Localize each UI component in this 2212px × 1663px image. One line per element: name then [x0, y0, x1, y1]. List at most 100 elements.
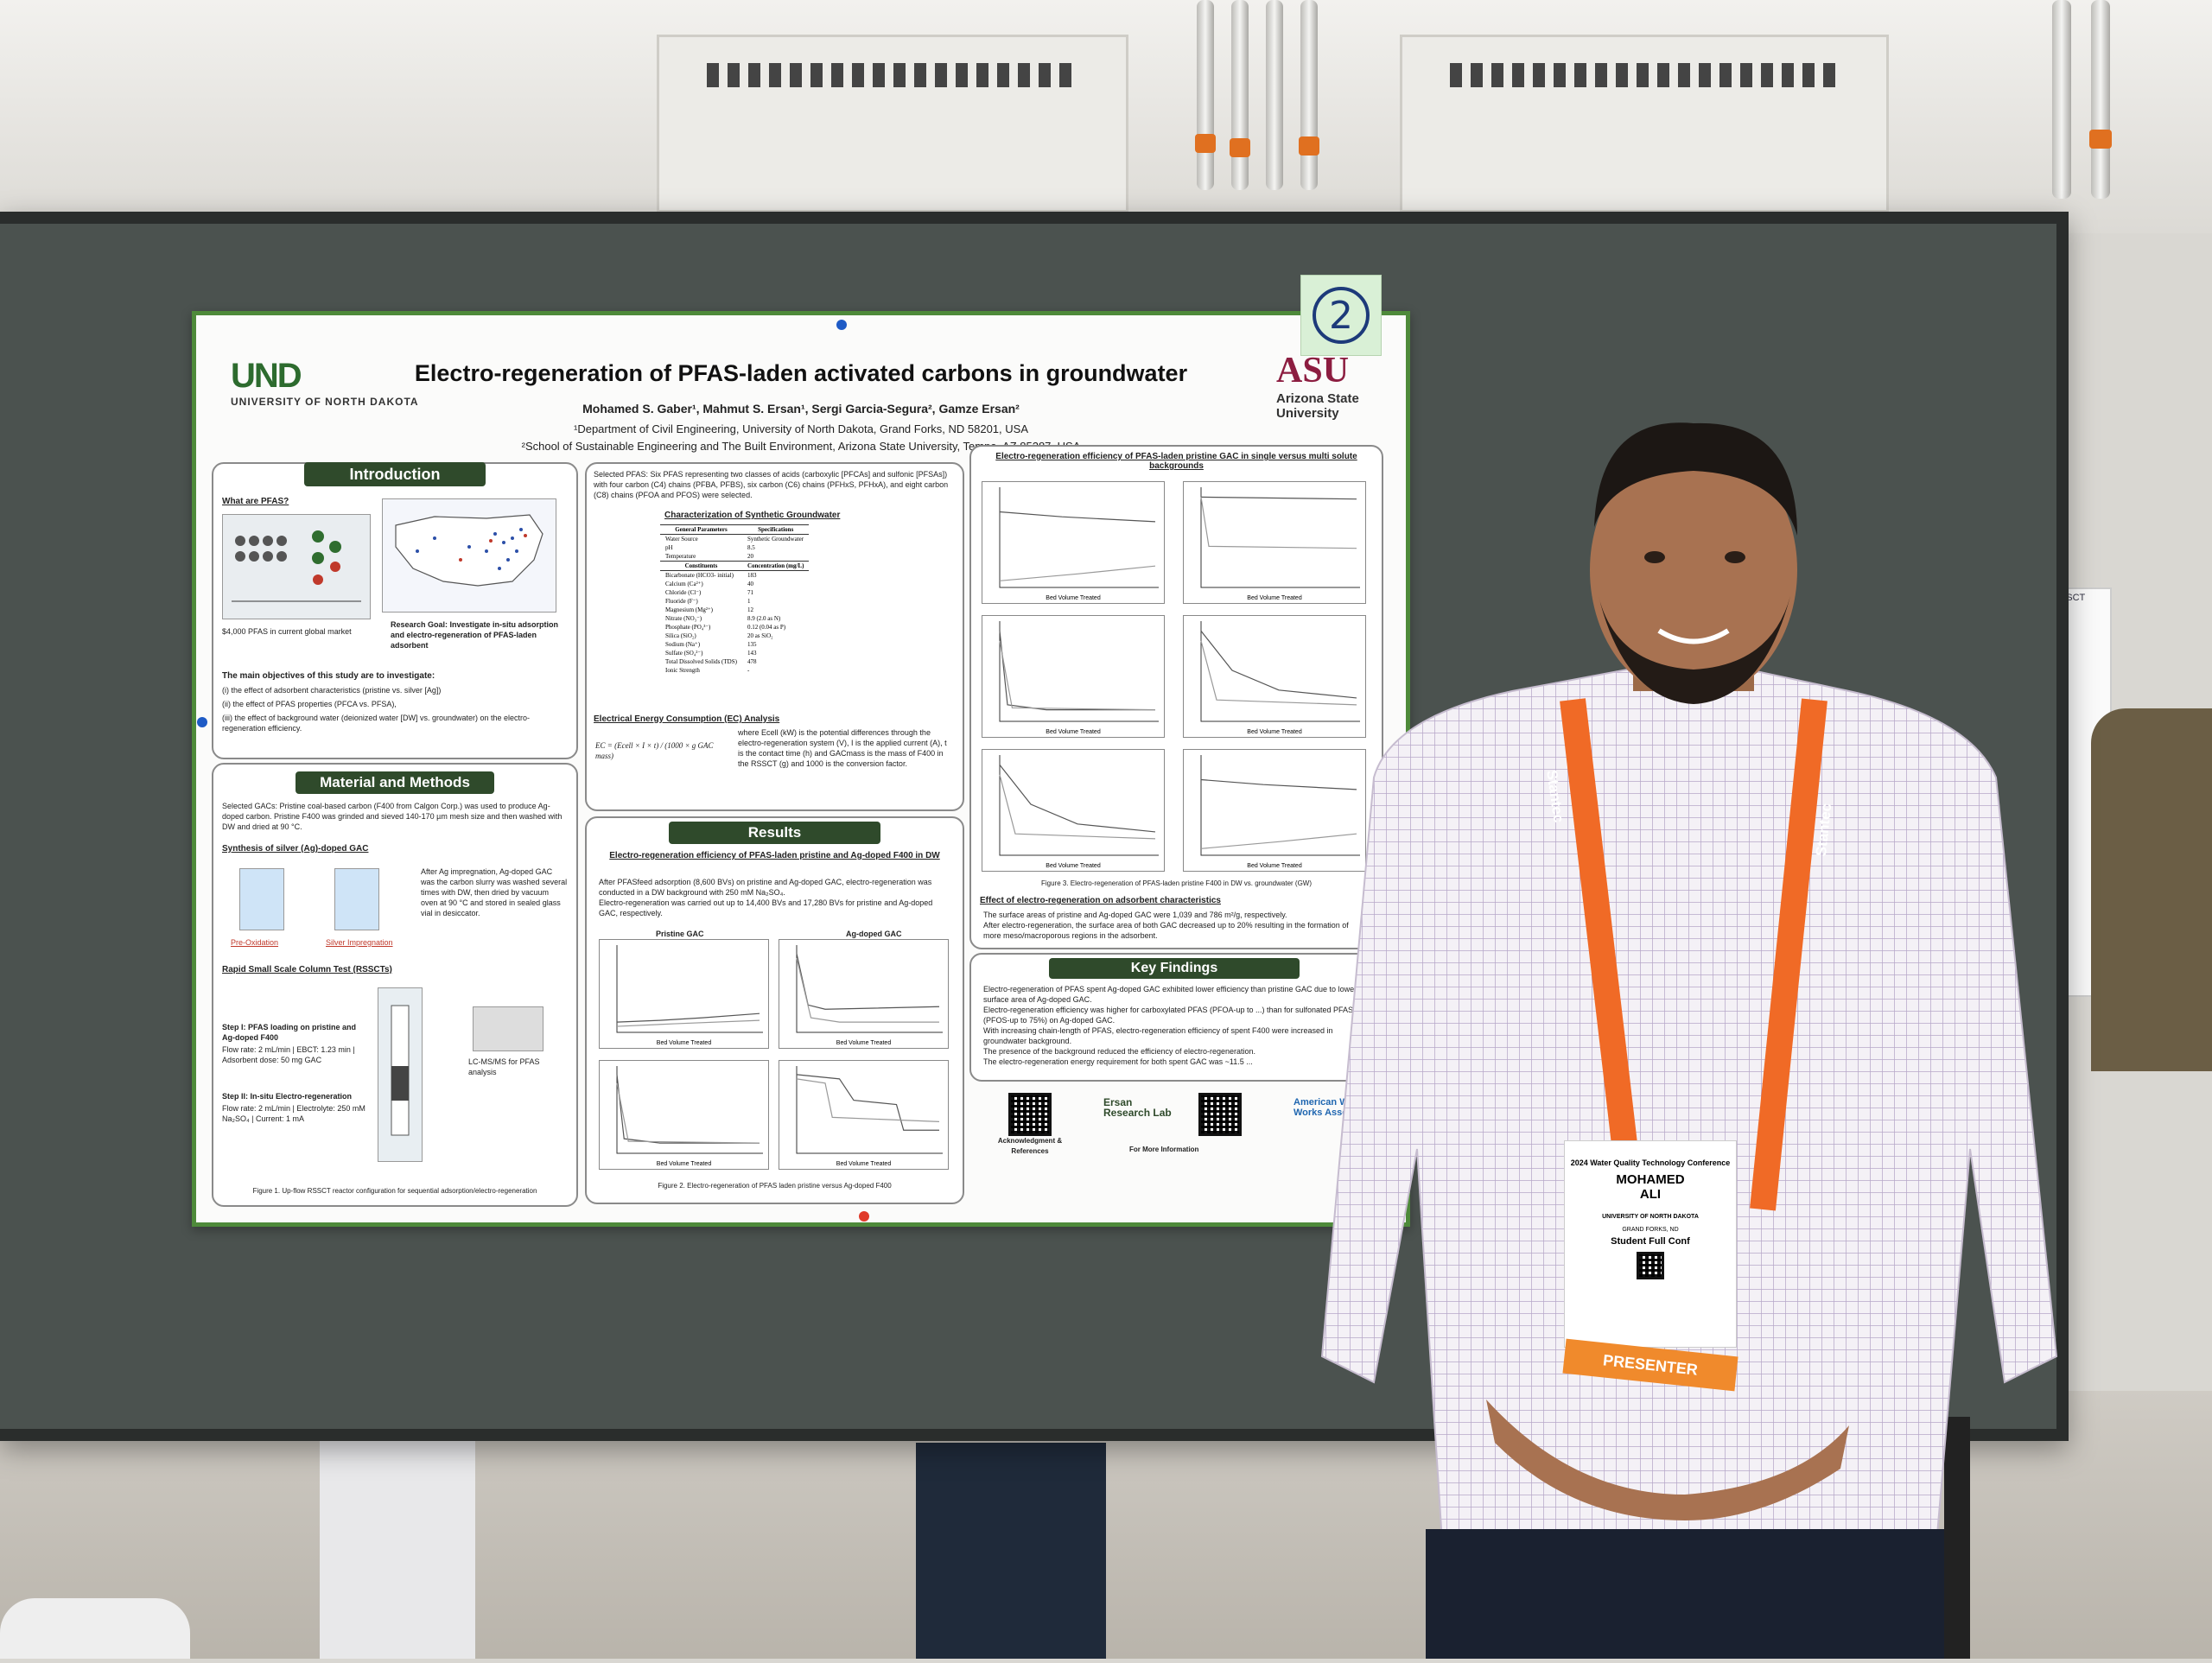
- plot-x-label: Bed Volume Treated: [836, 1040, 892, 1046]
- results-bullet-2: Electro-regeneration was carried out up …: [599, 898, 933, 917]
- valve: [1299, 136, 1319, 156]
- objectives-title: The main objectives of this study are to…: [222, 671, 435, 681]
- plot-x-label: Bed Volume Treated: [1046, 863, 1101, 869]
- ec-text: where Ecell (kW) is the potential differ…: [738, 728, 947, 768]
- plot-x-label: Bed Volume Treated: [1247, 863, 1302, 869]
- bag: [0, 1598, 190, 1659]
- visitor-legs: [320, 1434, 475, 1659]
- plot-series-line: [999, 640, 1156, 711]
- table-row: Bicarbonate (HCO3- initial) 183: [665, 572, 757, 579]
- pin: [836, 320, 847, 330]
- key-finding-5: The electro-regeneration energy requirem…: [983, 1057, 1253, 1066]
- objective-1: (i) the effect of adsorbent characterist…: [222, 686, 442, 695]
- plot-pristine-a: Bed Volume Treated: [599, 939, 769, 1049]
- plot-series-line: [616, 1082, 760, 1144]
- qr-code-acknowledgment[interactable]: [1008, 1093, 1052, 1136]
- plot-series-line: [796, 1078, 940, 1122]
- plot-axes: [796, 945, 943, 1033]
- plot-axes: [999, 621, 1159, 722]
- asu-logo: ASU Arizona State University: [1276, 351, 1359, 421]
- objective-2: (ii) the effect of PFAS properties (PFCA…: [222, 700, 397, 708]
- plot-series-line: [999, 631, 1155, 711]
- step2-detail: Flow rate: 2 mL/min | Electrolyte: 250 m…: [222, 1104, 365, 1123]
- figure-1-caption: Figure 1. Up-flow RSSCT reactor configur…: [252, 1187, 537, 1195]
- table-row: Chloride (Cl⁻) 71: [665, 589, 753, 596]
- pin: [859, 1211, 869, 1222]
- visitor: [2091, 708, 2212, 1071]
- research-poster: UND UNIVERSITY OF NORTH DAKOTA ASU Arizo…: [192, 311, 1410, 1227]
- table-row: Phosphate (PO₄³⁻) 0.12 (0.04 as P): [665, 624, 786, 631]
- pin: [197, 717, 207, 727]
- results-header: Results: [669, 822, 880, 844]
- plot-axes: [616, 945, 763, 1033]
- badge-type: Student Full Conf: [1611, 1236, 1690, 1247]
- badge-qr-code: [1637, 1252, 1664, 1279]
- plot-series-line: [1200, 497, 1357, 549]
- groundwater-table: General Parameters Specifications Water S…: [660, 524, 810, 675]
- silver-impregnation-label: Silver Impregnation: [326, 938, 393, 947]
- pristine-label: Pristine GAC: [656, 930, 704, 938]
- table-row: Water Source Synthetic Groundwater: [665, 536, 804, 543]
- plot-axes: [1200, 755, 1360, 856]
- poster-number-note: 2: [1300, 275, 1382, 356]
- introduction-header: Introduction: [304, 462, 486, 486]
- introduction-panel: Introduction What are PFAS? $4,000 PFAS …: [212, 462, 578, 759]
- badge-city: GRAND FORKS, ND: [1622, 1227, 1679, 1233]
- pipe: [1231, 0, 1249, 190]
- badge-last-name: ALI: [1639, 1187, 1662, 1202]
- effect-title: Effect of electro-regeneration on adsorb…: [980, 896, 1221, 905]
- affiliation-2: ²School of Sustainable Engineering and T…: [521, 440, 1081, 453]
- plot-axes: [1200, 487, 1360, 588]
- methods-header: Material and Methods: [296, 771, 494, 794]
- table-row: Total Dissolved Solids (TDS) 478: [665, 658, 757, 665]
- pre-oxidation-label: Pre-Oxidation: [231, 938, 279, 947]
- pipe: [1300, 0, 1318, 190]
- key-finding-3: With increasing chain-length of PFAS, el…: [983, 1026, 1333, 1045]
- methods-panel: Material and Methods Selected GACs: Pris…: [212, 763, 578, 1207]
- plot-pristine-b: Bed Volume Treated: [599, 1060, 769, 1170]
- presenter-figure: [1320, 422, 2058, 1659]
- plot-dw-gw-3: Bed Volume Treated: [982, 615, 1165, 738]
- poster-authors: Mohamed S. Gaber¹, Mahmut S. Ersan¹, Ser…: [582, 402, 1020, 416]
- plot-axes: [999, 487, 1159, 588]
- global-market-note: $4,000 PFAS in current global market: [222, 627, 352, 636]
- step1-detail: Flow rate: 2 mL/min | EBCT: 1.23 min | A…: [222, 1045, 355, 1064]
- ceiling-vent-right: [1400, 35, 1889, 213]
- plot-series-line: [616, 1074, 760, 1144]
- pipe: [1266, 0, 1283, 190]
- und-logo: UND UNIVERSITY OF NORTH DAKOTA: [231, 357, 419, 408]
- key-findings-header: Key Findings: [1049, 958, 1300, 979]
- name-badge: 2024 Water Quality Technology Conference…: [1564, 1140, 1737, 1348]
- more-info-label: For More Information: [1129, 1146, 1199, 1153]
- plot-series-line: [796, 957, 939, 1023]
- plot-series-line: [1200, 640, 1357, 706]
- valve: [1230, 138, 1250, 157]
- key-finding-2: Electro-regeneration efficiency was high…: [983, 1006, 1354, 1025]
- plot-x-label: Bed Volume Treated: [1046, 595, 1101, 601]
- table-row: Sodium (Na⁺) 135: [665, 641, 757, 648]
- step1-title: Step I: PFAS loading on pristine and Ag-…: [222, 1023, 357, 1042]
- plot-dw-gw-2: Bed Volume Treated: [1183, 481, 1366, 604]
- plot-series-line: [796, 1074, 939, 1131]
- pipe: [1197, 0, 1214, 190]
- badge-conference: 2024 Water Quality Technology Conference: [1570, 1158, 1731, 1167]
- plot-dw-gw-6: Bed Volume Treated: [1183, 749, 1366, 872]
- synthesis-text: After Ag impregnation, Ag-doped GAC was …: [421, 867, 568, 917]
- plot-series-line: [1200, 778, 1357, 790]
- us-pfas-map: [382, 498, 556, 613]
- valve: [1195, 134, 1216, 153]
- plot-series-line: [1200, 833, 1357, 849]
- qr-code-more-info[interactable]: [1198, 1093, 1242, 1136]
- valve: [2089, 130, 2112, 149]
- lcms-instrument: [473, 1006, 543, 1051]
- plot-series-line: [796, 953, 940, 1010]
- key-finding-4: The presence of the background reduced t…: [983, 1047, 1256, 1056]
- table-row: Temperature 20: [665, 553, 753, 560]
- effect-bullet-1: The surface areas of pristine and Ag-dop…: [983, 911, 1287, 919]
- ec-title: Electrical Energy Consumption (EC) Analy…: [594, 714, 780, 724]
- table-row: Nitrate (NO₃⁻) 8.9 (2.0 as N): [665, 615, 781, 622]
- plot-x-label: Bed Volume Treated: [836, 1161, 892, 1167]
- agdoped-label: Ag-doped GAC: [846, 930, 902, 938]
- rssct-column-diagram: [378, 987, 423, 1162]
- selected-gacs: Selected GACs: Pristine coal-based carbo…: [222, 802, 563, 831]
